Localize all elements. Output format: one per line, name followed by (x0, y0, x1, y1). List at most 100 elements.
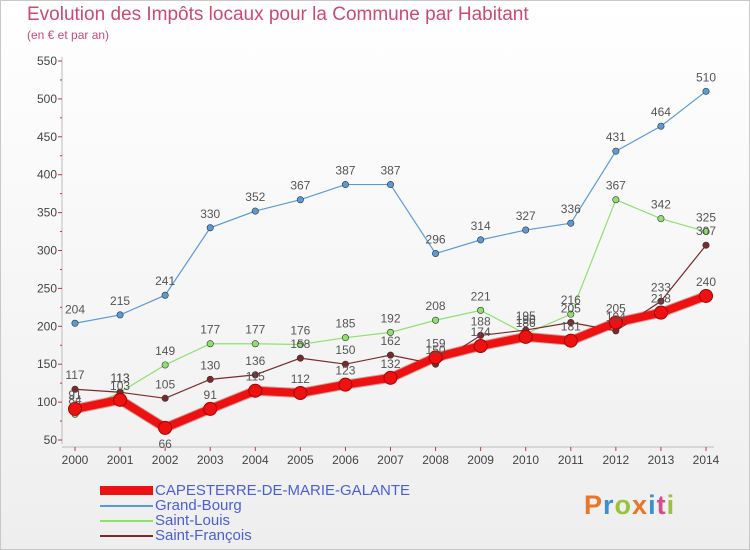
series-point (251, 371, 259, 379)
legend-label: Saint-François (155, 527, 252, 544)
data-label: 195 (516, 309, 536, 323)
data-label: 132 (380, 357, 400, 371)
proxiti-logo: Proxiti (584, 490, 675, 521)
data-label: 150 (335, 343, 355, 357)
legend-label: Grand-Bourg (155, 497, 242, 514)
data-label: 233 (651, 280, 671, 294)
series-point (161, 394, 169, 402)
y-tick-label: 100 (37, 395, 57, 409)
logo-letter: i (648, 490, 657, 520)
series-point (612, 147, 620, 155)
legend-swatch (100, 486, 153, 495)
data-label: 327 (516, 209, 536, 223)
x-tick-label: 2003 (197, 453, 224, 467)
series-point (248, 383, 263, 398)
series-point (702, 87, 710, 95)
data-label: 123 (335, 364, 355, 378)
series-point (206, 224, 214, 232)
legend-item: Saint-François (100, 528, 410, 543)
x-tick-label: 2001 (107, 453, 134, 467)
x-tick-label: 2007 (377, 453, 404, 467)
series-point (341, 334, 349, 342)
data-label: 431 (606, 130, 626, 144)
series-point (477, 306, 485, 314)
series-point (296, 340, 304, 348)
series-point (567, 319, 575, 327)
data-label: 117 (65, 368, 84, 382)
data-label: 113 (111, 371, 130, 385)
x-tick-label: 2002 (152, 453, 179, 467)
y-tick-label: 350 (37, 206, 57, 220)
legend-item: Grand-Bourg (100, 498, 410, 513)
data-label: 91 (68, 388, 82, 402)
series-point (71, 385, 79, 393)
chart-legend: CAPESTERRE-DE-MARIE-GALANTE Grand-Bourg Sa… (100, 483, 410, 543)
y-tick-label: 50 (44, 433, 58, 447)
series-point (657, 215, 665, 223)
series-point (113, 392, 128, 407)
logo-letter: i (666, 490, 676, 520)
series-point (477, 331, 485, 339)
data-label: 204 (65, 302, 85, 316)
y-tick-label: 300 (37, 244, 57, 258)
x-tick-label: 2005 (287, 453, 314, 467)
data-label: 177 (200, 323, 220, 337)
series-point (158, 420, 173, 435)
series-point (251, 207, 259, 215)
x-tick-label: 2014 (693, 453, 720, 467)
data-label: 177 (245, 323, 265, 337)
series-point (161, 361, 169, 369)
data-label: 314 (471, 219, 491, 233)
legend-swatch (100, 534, 153, 537)
series-point (653, 305, 668, 320)
series-point (386, 181, 394, 189)
data-label: 149 (155, 344, 175, 358)
chart-title: Evolution des Impôts locaux pour la Comm… (27, 4, 529, 25)
series-point (702, 228, 710, 236)
y-tick-label: 400 (37, 168, 57, 182)
series-point (657, 297, 665, 305)
legend-item: Saint-Louis (100, 513, 410, 528)
data-label: 105 (155, 377, 175, 391)
data-label: 186 (516, 316, 536, 330)
series-point (203, 401, 218, 416)
chart-subtitle: (en € et par an) (27, 28, 110, 42)
series-point (386, 328, 394, 336)
x-tick-label: 2008 (422, 453, 449, 467)
data-label: 205 (606, 302, 626, 316)
series-point (518, 329, 533, 344)
x-tick-label: 2006 (332, 453, 359, 467)
logo-letter: P (584, 490, 604, 520)
data-label: 241 (155, 274, 175, 288)
data-label: 190 (516, 313, 536, 327)
data-label: 150 (426, 343, 446, 357)
data-label: 307 (696, 224, 716, 238)
legend-item: CAPESTERRE-DE-MARIE-GALANTE (100, 483, 410, 498)
data-label: 387 (335, 164, 355, 178)
data-label: 367 (290, 179, 310, 193)
series-point (657, 122, 665, 130)
y-tick-label: 250 (37, 281, 57, 295)
y-tick-label: 500 (37, 92, 57, 106)
y-tick-label: 550 (37, 54, 57, 68)
series-point (296, 196, 304, 204)
data-label: 325 (696, 211, 716, 225)
x-tick-label: 2009 (467, 453, 494, 467)
data-label: 464 (651, 105, 671, 119)
data-label: 296 (426, 233, 446, 247)
legend-swatch (100, 504, 153, 507)
data-label: 84 (68, 393, 82, 407)
logo-letter: o (614, 490, 633, 520)
series-point (702, 241, 710, 249)
series-point (206, 375, 214, 383)
x-tick-label: 2000 (62, 453, 89, 467)
data-label: 66 (158, 437, 172, 451)
series-point (477, 236, 485, 244)
series-point (116, 311, 124, 319)
series-point (608, 315, 623, 330)
logo-letter: t (656, 490, 667, 520)
series-point (428, 350, 443, 365)
series-point (206, 340, 214, 348)
series-point (341, 360, 349, 368)
